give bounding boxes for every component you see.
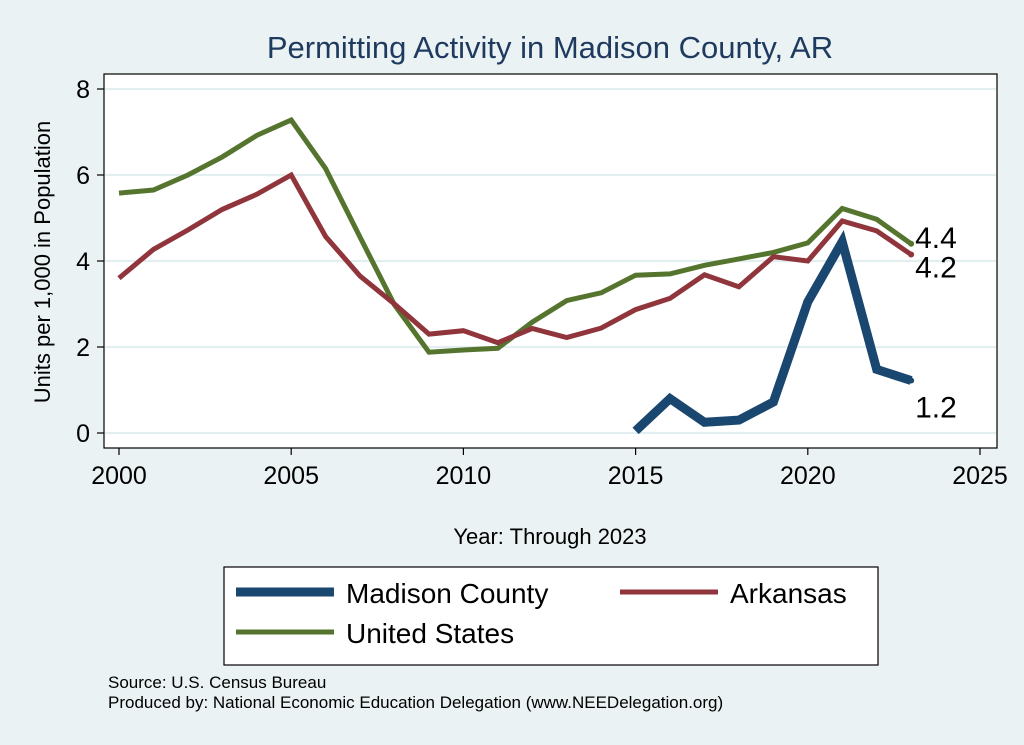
legend-label-arkansas: Arkansas: [730, 578, 847, 609]
legend-box: [223, 566, 879, 666]
x-axis-ticks: 2000 2005 2010 2015 2020 2025: [91, 448, 1008, 490]
end-point-arkansas: [908, 251, 915, 258]
y-axis-ticks: 0 2 4 6 8: [76, 76, 104, 448]
source-note: Source: U.S. Census Bureau: [108, 673, 326, 692]
x-tick-label-2020: 2020: [780, 462, 836, 490]
y-tick-label-6: 6: [76, 162, 90, 190]
end-point-madison-county: [908, 377, 915, 384]
y-axis-label: Units per 1,000 in Population: [30, 121, 55, 404]
end-point-united-states: [908, 240, 915, 247]
end-label-madison-county: 1.2: [915, 392, 957, 425]
series-line-madison-county: [632, 230, 913, 435]
x-axis-label: Year: Through 2023: [453, 524, 646, 549]
end-label-arkansas: 4.2: [915, 252, 957, 285]
legend-label-united-states: United States: [346, 618, 514, 649]
end-value-labels: 1.2 4.24.4: [908, 222, 957, 425]
legend: Madison County Arkansas United States: [223, 566, 879, 666]
chart-title: Permitting Activity in Madison County, A…: [267, 30, 833, 65]
x-tick-label-2010: 2010: [436, 462, 492, 490]
legend-label-madison-county: Madison County: [346, 578, 548, 609]
x-tick-label-2005: 2005: [263, 462, 319, 490]
y-tick-label-8: 8: [76, 76, 90, 104]
x-tick-label-2025: 2025: [952, 462, 1008, 490]
x-tick-label-2015: 2015: [608, 462, 664, 490]
x-tick-label-2000: 2000: [91, 462, 147, 490]
produced-by-note: Produced by: National Economic Education…: [108, 693, 723, 712]
y-tick-label-2: 2: [76, 334, 90, 362]
gridlines: [105, 87, 996, 435]
end-label-united-states: 4.4: [915, 222, 957, 255]
series-lines: [117, 116, 913, 435]
series-line-arkansas: [117, 171, 913, 346]
y-tick-label-4: 4: [76, 248, 90, 276]
y-tick-label-0: 0: [76, 420, 90, 448]
